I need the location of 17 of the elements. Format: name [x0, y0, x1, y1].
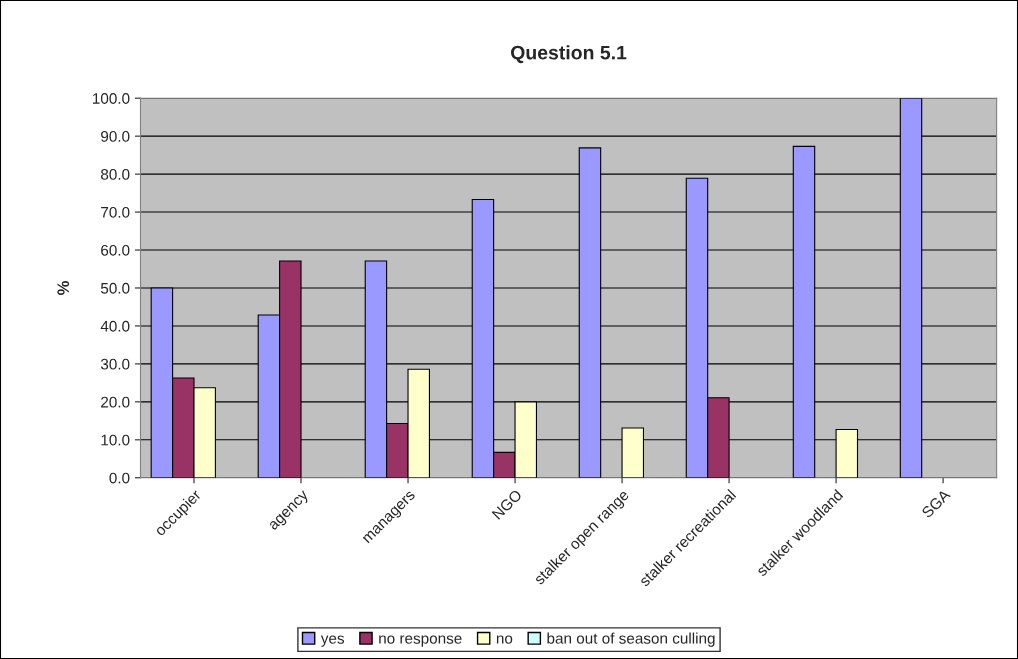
y-tick-label: 60.0: [101, 244, 130, 256]
legend-label: no: [496, 635, 513, 644]
y-tick-label: 40.0: [100, 320, 130, 332]
y-tick-label: 50.0: [100, 282, 130, 294]
y-tick-label: 10.0: [101, 434, 130, 446]
y-tick-label: 30.0: [100, 358, 130, 370]
y-tick-label: 100.0: [93, 93, 130, 104]
y-tick-label: 90.0: [101, 131, 130, 142]
y-tick-label: 80.0: [101, 168, 130, 180]
y-axis-title: %: [57, 281, 70, 295]
y-tick-label: 70.0: [101, 206, 130, 218]
chart-title: Question 5.1: [511, 45, 627, 64]
y-tick-label: 0.0: [109, 472, 130, 484]
legend-label: no response: [379, 635, 462, 647]
legend-label: yes: [320, 635, 345, 647]
legend-label: ban out of season culling: [547, 632, 715, 647]
y-tick-label: 20.0: [101, 396, 130, 408]
